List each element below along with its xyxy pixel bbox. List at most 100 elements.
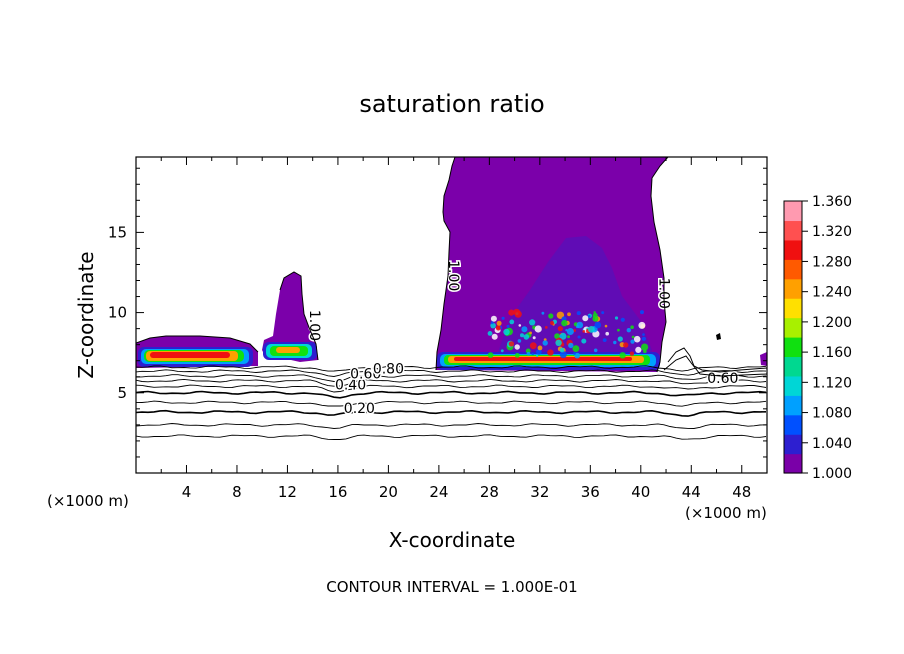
- speckle: [581, 338, 587, 344]
- colorbar-tick-label: 1.320: [812, 224, 852, 240]
- speckle: [517, 339, 522, 343]
- speckle: [487, 331, 493, 336]
- speckle: [635, 346, 642, 353]
- speckle: [561, 319, 568, 327]
- speckle: [518, 324, 522, 327]
- speckle: [567, 312, 571, 317]
- speckle: [605, 331, 609, 336]
- y-axis-ticks: 5 10 15: [108, 167, 767, 458]
- speckle: [567, 335, 570, 339]
- speckle: [509, 319, 515, 325]
- speckle: [557, 326, 563, 332]
- speckle: [501, 316, 505, 320]
- x-axis-ticks: 4 8 12 16 20 24 28 32 36 40 44 48: [160, 157, 751, 501]
- speckle: [629, 351, 635, 356]
- colorbar-swatch: [784, 239, 802, 260]
- chart-title: saturation ratio: [359, 90, 544, 118]
- speckle: [640, 310, 644, 315]
- contour-label: 1.00: [306, 310, 322, 341]
- speckle: [554, 333, 560, 340]
- x-tick-label: 32: [530, 483, 549, 501]
- speckle: [588, 326, 595, 333]
- speckle: [587, 315, 591, 318]
- colorbar-swatch: [784, 395, 802, 416]
- speckle: [550, 321, 555, 325]
- x-axis-label: X-coordinate: [389, 528, 516, 552]
- colorbar-tick-label: 1.240: [812, 285, 852, 301]
- speckle: [576, 321, 584, 329]
- contour-line: [136, 369, 767, 377]
- speckle: [529, 319, 536, 326]
- speckle: [508, 309, 515, 316]
- x-tick-label: 40: [631, 483, 650, 501]
- speckle: [508, 341, 515, 347]
- colorbar-swatch: [784, 375, 802, 396]
- y-tick-label: 5: [117, 384, 127, 402]
- cloud-region-tower: [262, 272, 318, 362]
- speckle: [641, 336, 647, 341]
- colorbar-swatch: [784, 317, 802, 338]
- contour-line: [136, 423, 767, 429]
- x-tick-label: 36: [581, 483, 600, 501]
- colorbar-swatch: [784, 278, 802, 299]
- colorbar-swatch: [784, 414, 802, 435]
- contour-interval-note: CONTOUR INTERVAL = 1.000E-01: [326, 578, 577, 596]
- speckle: [525, 348, 531, 354]
- colorbar-swatch: [784, 434, 802, 455]
- speckle: [643, 349, 647, 354]
- x-tick-label: 16: [328, 483, 347, 501]
- colorbar-tick-label: 1.040: [812, 436, 852, 452]
- x-tick-label: 24: [429, 483, 448, 501]
- contour-line: [136, 378, 767, 387]
- contour-label: 0.60: [350, 366, 381, 382]
- x-unit-right: (×1000 m): [685, 504, 767, 522]
- speckle: [548, 313, 554, 319]
- speckle: [577, 335, 581, 339]
- contour-lines: [136, 365, 767, 440]
- speckle: [604, 324, 608, 328]
- contour-line: [136, 434, 767, 440]
- plot-area: 0.200.400.600.800.601.001.001.00: [136, 157, 767, 473]
- contour-line: [136, 390, 767, 399]
- speckle: [631, 335, 635, 339]
- speckle: [613, 340, 617, 345]
- speckle: [617, 328, 620, 332]
- colorbar-swatch: [784, 356, 802, 377]
- x-tick-label: 20: [379, 483, 398, 501]
- x-tick-label: 44: [682, 483, 701, 501]
- speckle: [526, 351, 531, 356]
- cloud-cell-right: [760, 352, 767, 366]
- speckle: [630, 339, 635, 344]
- speckle: [592, 315, 599, 322]
- speckle: [555, 339, 562, 346]
- y-tick-label: 15: [108, 223, 127, 241]
- colorbar-swatch: [784, 220, 802, 241]
- speckle: [559, 332, 567, 340]
- speckle: [536, 349, 542, 355]
- colorbar-tick-label: 1.360: [812, 194, 852, 210]
- speckle: [542, 340, 548, 346]
- colorbar: 1.360 1.320 1.280 1.240 1.200 1.160 1.120 1.080…: [783, 194, 852, 482]
- speckle: [630, 325, 634, 330]
- speckle: [500, 349, 504, 353]
- speckle: [638, 321, 646, 329]
- speckle: [506, 324, 510, 328]
- x-tick-label: 8: [232, 483, 242, 501]
- contour-line: [136, 365, 767, 372]
- speckle: [642, 333, 645, 336]
- speckle: [523, 334, 530, 340]
- speckle: [572, 345, 580, 352]
- speckle: [520, 333, 524, 338]
- colorbar-tick-labels: 1.360 1.320 1.280 1.240 1.200 1.160 1.120 1.080…: [802, 194, 852, 482]
- colorbar-gradient: [784, 201, 802, 474]
- speckle: [490, 315, 497, 322]
- speckle: [602, 338, 607, 342]
- colorbar-swatch: [784, 259, 802, 280]
- contour-line: [136, 409, 767, 417]
- colorbar-swatch: [784, 453, 802, 474]
- speckle: [614, 316, 619, 320]
- speckle: [531, 352, 534, 356]
- speckle: [544, 326, 548, 329]
- speckle: [513, 308, 521, 316]
- speckle: [573, 352, 576, 355]
